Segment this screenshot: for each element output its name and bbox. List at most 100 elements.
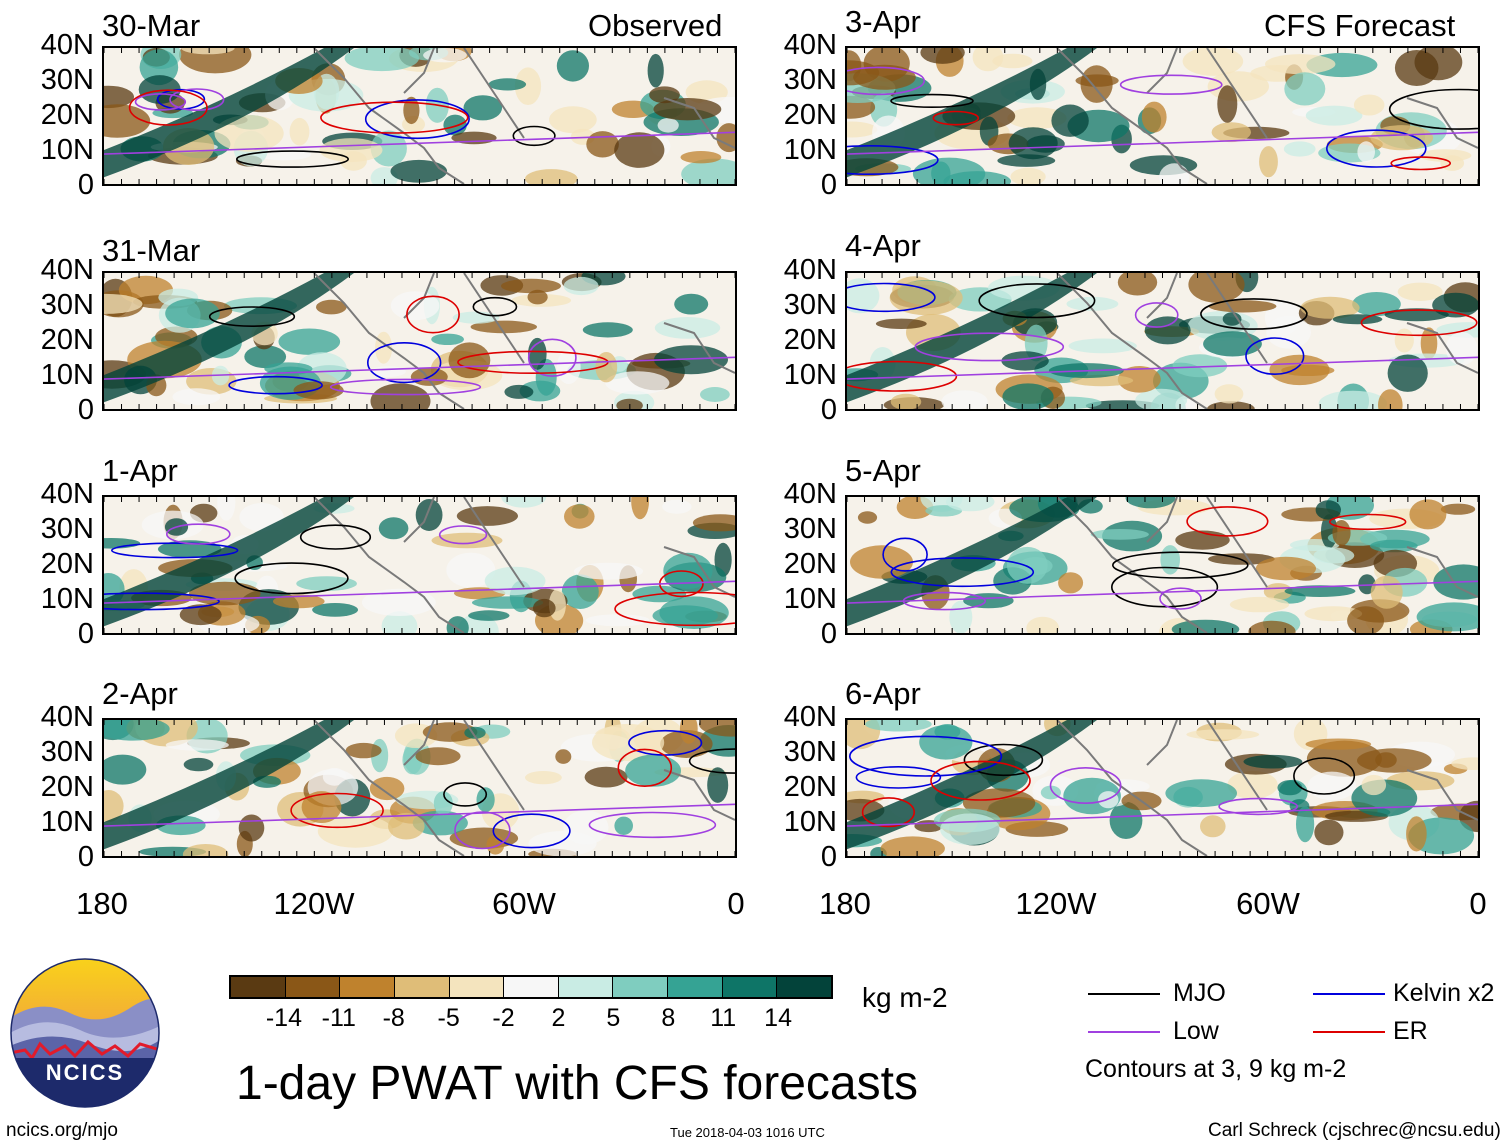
colorbar-label: 14 [764, 1004, 792, 1032]
colorbar-label: -14 [265, 1004, 302, 1032]
colorbar-swatch [339, 977, 394, 997]
legend-swatch-low [1088, 1031, 1160, 1033]
x-tick: 180 [819, 886, 871, 921]
y-tick: 30N [40, 64, 94, 96]
map-panel [845, 46, 1480, 186]
colorbar-swatch [393, 977, 449, 997]
y-tick: 30N [783, 289, 837, 321]
ncics-logo: NCICS [10, 958, 160, 1108]
colorbar-swatch [612, 977, 668, 997]
y-tick: 30N [783, 736, 837, 768]
map-field [104, 720, 735, 856]
y-tick: 20N [40, 99, 94, 131]
legend-label-er: ER [1393, 1017, 1428, 1045]
footer-url: ncics.org/mjo [6, 1120, 118, 1141]
map-field [847, 273, 1478, 409]
y-tick: 40N [783, 701, 837, 733]
y-tick: 0 [77, 394, 94, 426]
y-tick: 10N [40, 806, 94, 838]
colorbar-label: -8 [382, 1004, 405, 1032]
map-field [847, 48, 1478, 184]
y-tick: 40N [783, 254, 837, 286]
y-tick: 30N [40, 289, 94, 321]
colorbar-swatch [721, 977, 777, 997]
y-tick: 40N [40, 29, 94, 61]
x-tick: 120W [1015, 886, 1097, 921]
colorbar-label: 5 [606, 1004, 621, 1032]
map-field [847, 497, 1478, 633]
y-tick: 40N [40, 701, 94, 733]
colorbar-swatch [231, 977, 285, 997]
panel-date: 6-Apr [845, 676, 921, 711]
colorbar-swatch [448, 977, 504, 997]
legend-label-kelvin: Kelvin x2 [1393, 979, 1495, 1007]
colorbar-label: -11 [321, 1004, 356, 1032]
map-field [104, 48, 735, 184]
colorbar-swatch [503, 977, 558, 997]
y-tick: 40N [40, 478, 94, 510]
map-panel [845, 495, 1480, 635]
x-tick: 120W [273, 886, 355, 921]
footer-timestamp: Tue 2018-04-03 1016 UTC [670, 1125, 825, 1140]
y-tick: 30N [40, 513, 94, 545]
colorbar-swatch [557, 977, 613, 997]
map-panel [102, 718, 737, 858]
y-tick: 0 [77, 618, 94, 650]
y-tick: 0 [77, 169, 94, 201]
panel-tag: Observed [588, 8, 723, 43]
x-tick: 0 [727, 886, 745, 921]
map-field [104, 273, 735, 409]
y-tick: 0 [820, 169, 837, 201]
legend-swatch-er [1313, 1031, 1385, 1033]
y-tick: 20N [783, 548, 837, 580]
map-panel [845, 271, 1480, 411]
x-tick: 60W [1236, 886, 1300, 921]
y-tick: 10N [783, 583, 837, 615]
logo-icon: NCICS [10, 958, 160, 1108]
colorbar-swatches [229, 975, 833, 999]
y-tick: 20N [783, 324, 837, 356]
y-tick: 40N [783, 478, 837, 510]
y-tick: 0 [77, 841, 94, 873]
legend-label-mjo: MJO [1173, 979, 1226, 1007]
panel-date: 1-Apr [102, 453, 178, 488]
map-field [847, 720, 1478, 856]
colorbar-label: 8 [661, 1004, 676, 1032]
y-tick: 20N [783, 771, 837, 803]
colorbar-swatch [667, 977, 722, 997]
y-tick: 10N [40, 359, 94, 391]
legend-note: Contours at 3, 9 kg m-2 [1085, 1055, 1347, 1083]
colorbar-label: -5 [437, 1004, 460, 1032]
colorbar-swatch [284, 977, 340, 997]
y-tick: 0 [820, 841, 837, 873]
panel-tag: CFS Forecast [1264, 8, 1456, 43]
x-tick: 180 [76, 886, 128, 921]
y-tick: 20N [40, 548, 94, 580]
y-tick: 30N [40, 736, 94, 768]
y-tick: 10N [783, 359, 837, 391]
panel-date: 5-Apr [845, 453, 921, 488]
colorbar-label: 2 [551, 1004, 566, 1032]
y-tick: 30N [783, 64, 837, 96]
y-tick: 10N [40, 134, 94, 166]
legend-swatch-mjo [1088, 993, 1160, 995]
x-tick: 0 [1469, 886, 1487, 921]
y-tick: 10N [40, 583, 94, 615]
map-panel [102, 495, 737, 635]
y-tick: 20N [40, 324, 94, 356]
panel-date: 4-Apr [845, 228, 921, 263]
y-tick: 40N [40, 254, 94, 286]
y-tick: 20N [40, 771, 94, 803]
y-tick: 20N [783, 99, 837, 131]
footer-credit: Carl Schreck (cjschrec@ncsu.edu) [1208, 1120, 1501, 1141]
map-panel [845, 718, 1480, 858]
legend-label-low: Low [1173, 1017, 1219, 1045]
y-tick: 10N [783, 806, 837, 838]
y-tick: 10N [783, 134, 837, 166]
y-tick: 30N [783, 513, 837, 545]
y-tick: 0 [820, 618, 837, 650]
y-tick: 40N [783, 29, 837, 61]
colorbar-label: -2 [492, 1004, 515, 1032]
y-tick: 0 [820, 394, 837, 426]
logo-text: NCICS [46, 1060, 124, 1085]
